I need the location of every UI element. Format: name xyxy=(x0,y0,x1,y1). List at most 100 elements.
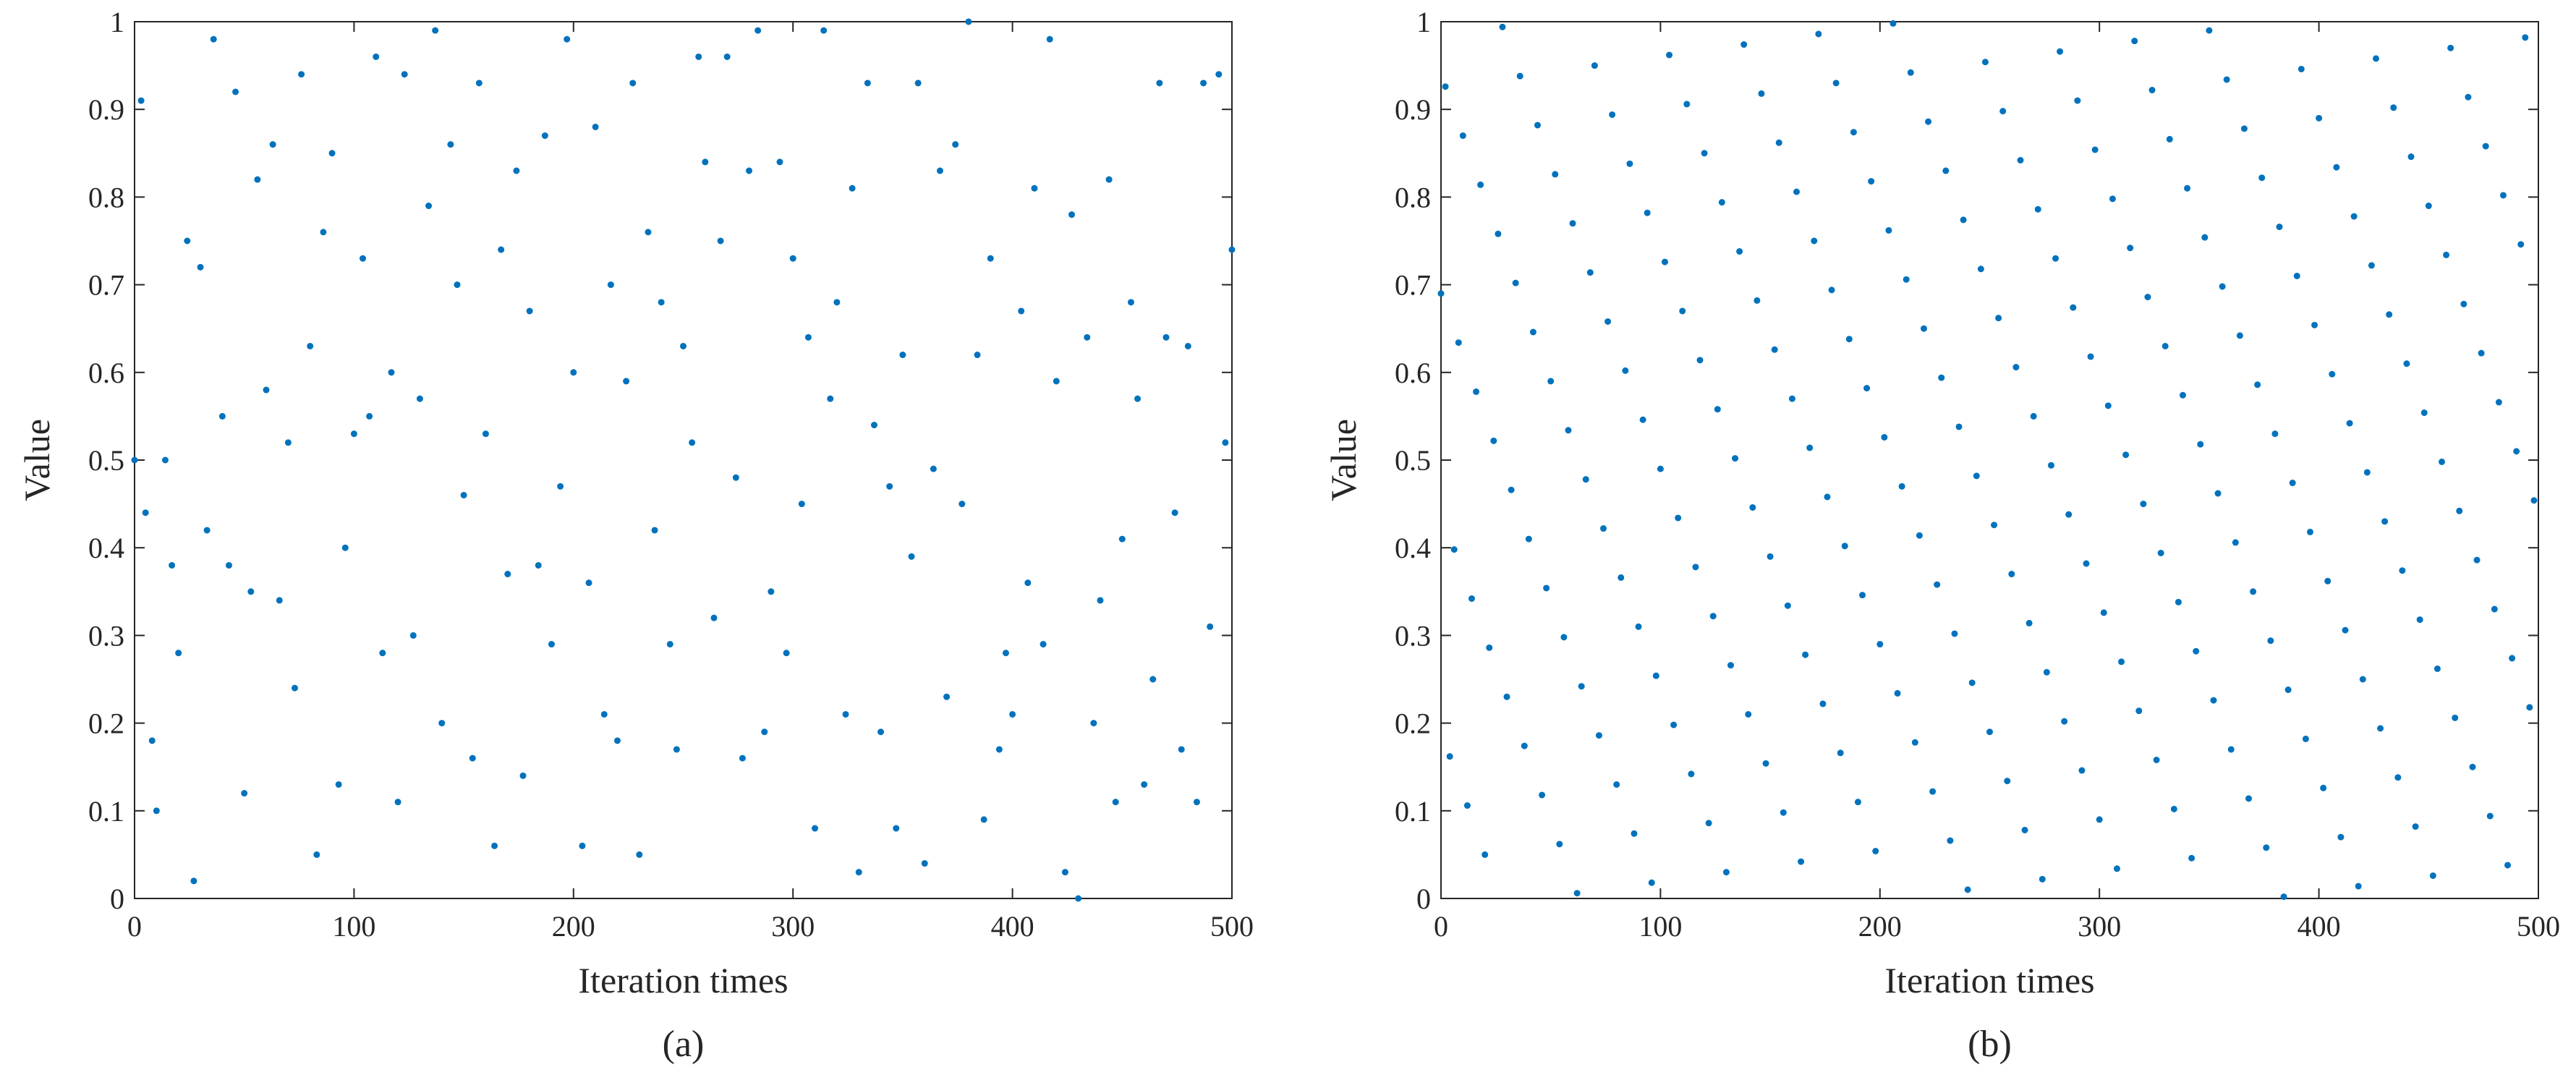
point xyxy=(2526,704,2533,711)
point xyxy=(1863,385,1871,392)
point xyxy=(613,737,621,744)
point xyxy=(276,597,283,604)
point xyxy=(2214,490,2222,497)
point xyxy=(1991,522,1998,529)
point xyxy=(1775,139,1782,146)
point xyxy=(1539,791,1546,799)
point xyxy=(673,746,680,753)
point xyxy=(1495,230,1502,237)
point xyxy=(409,632,417,639)
point xyxy=(1450,546,1458,553)
point xyxy=(2254,381,2261,388)
point xyxy=(1964,886,1971,893)
chart-panel: 0 100 200 300 400 500 0 0.1 0.2 0.3 0.4 0.5 0.6 0.7 0.… xyxy=(1323,6,2560,1065)
point xyxy=(2412,823,2419,830)
point xyxy=(1184,342,1191,349)
point xyxy=(680,342,686,349)
point xyxy=(360,255,367,262)
point xyxy=(1631,830,1638,837)
point xyxy=(2420,409,2428,417)
point xyxy=(2372,55,2379,62)
point xyxy=(2227,746,2235,753)
point xyxy=(1758,90,1765,97)
point xyxy=(849,184,856,192)
point xyxy=(1714,406,1721,413)
point xyxy=(776,158,783,166)
point xyxy=(2052,255,2059,262)
point xyxy=(1890,20,1897,27)
point xyxy=(2109,195,2116,203)
point xyxy=(2276,224,2283,231)
point xyxy=(570,369,577,376)
point xyxy=(600,710,608,718)
point xyxy=(2460,300,2467,307)
point xyxy=(689,439,696,446)
point xyxy=(1780,809,1787,816)
point xyxy=(1097,597,1104,604)
point xyxy=(1604,318,1612,326)
point xyxy=(1463,802,1471,809)
point xyxy=(1666,51,1673,59)
point xyxy=(401,71,408,78)
point xyxy=(2153,757,2160,764)
point xyxy=(1824,493,1831,501)
point xyxy=(1771,346,1778,353)
point xyxy=(1635,623,1642,630)
point xyxy=(1009,710,1016,718)
point xyxy=(2161,342,2169,349)
point xyxy=(833,299,841,306)
point xyxy=(958,501,966,508)
point xyxy=(1040,641,1047,648)
point xyxy=(2131,38,2138,45)
point xyxy=(2179,391,2186,399)
point xyxy=(995,746,1003,753)
point xyxy=(2293,272,2300,279)
point xyxy=(2057,48,2064,55)
point xyxy=(1705,820,1712,827)
y-tick-label: 0.8 xyxy=(88,181,124,213)
point xyxy=(651,527,658,534)
point xyxy=(2509,655,2516,662)
point xyxy=(1657,465,1664,472)
point xyxy=(1907,69,1914,76)
point xyxy=(2377,725,2384,732)
point xyxy=(190,877,197,885)
point xyxy=(2329,370,2336,378)
y-tick-label: 0.1 xyxy=(88,795,124,828)
point xyxy=(1618,574,1625,581)
point xyxy=(1090,720,1097,727)
point xyxy=(2504,862,2512,869)
point xyxy=(2070,304,2077,311)
point xyxy=(1981,59,1989,66)
point xyxy=(197,263,204,271)
point xyxy=(1162,333,1170,341)
point xyxy=(2258,174,2266,182)
point xyxy=(1459,132,1466,140)
point xyxy=(1885,226,1892,234)
point xyxy=(169,561,176,569)
point xyxy=(2030,412,2037,420)
point xyxy=(899,352,906,359)
point xyxy=(2316,114,2323,122)
point xyxy=(1968,679,1976,687)
point xyxy=(798,501,805,508)
point xyxy=(2118,658,2125,666)
point xyxy=(161,456,169,464)
y-tick-label: 0.4 xyxy=(88,532,124,564)
point xyxy=(2135,707,2143,715)
point xyxy=(1995,315,2002,322)
point xyxy=(974,352,981,359)
point xyxy=(1802,651,1809,658)
point xyxy=(1736,248,1743,255)
point xyxy=(1061,869,1068,876)
point xyxy=(1973,472,1980,480)
point xyxy=(2359,676,2366,683)
point xyxy=(1002,650,1009,657)
point xyxy=(1648,879,1655,886)
point xyxy=(263,386,270,394)
x-tick-label: 200 xyxy=(552,910,595,943)
point xyxy=(2250,588,2257,595)
point xyxy=(498,246,505,253)
y-tick-label: 0.2 xyxy=(1395,707,1431,740)
point xyxy=(1925,118,1932,125)
